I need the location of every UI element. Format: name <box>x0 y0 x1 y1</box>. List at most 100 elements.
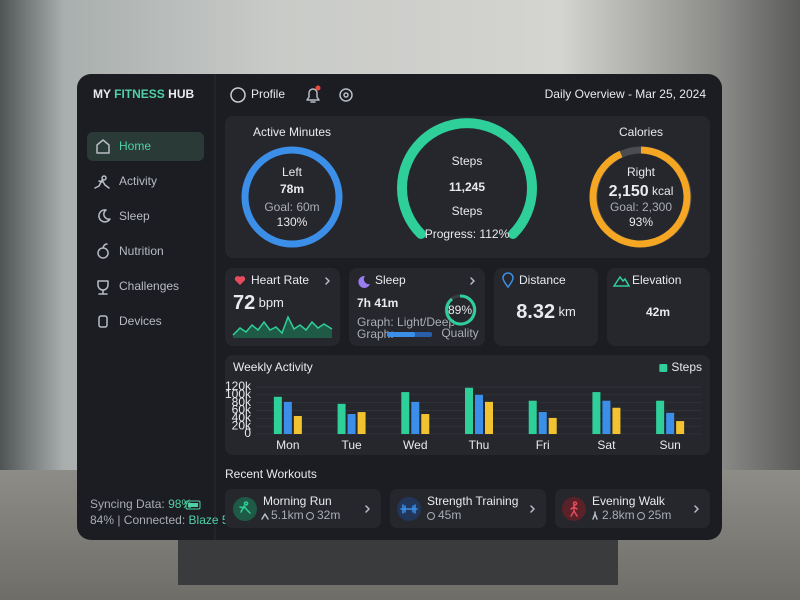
sync-label: Syncing Data: <box>90 497 165 511</box>
brand-suffix: HUB <box>168 87 194 101</box>
bar <box>475 394 483 434</box>
profile-icon[interactable] <box>230 87 246 103</box>
chevron <box>470 277 475 285</box>
brand-prefix: MY <box>93 87 111 101</box>
ring-percent: 130% <box>277 215 308 229</box>
quality-value: 89% <box>448 303 472 317</box>
notification-dot <box>315 85 321 91</box>
workout-icon-bg <box>233 497 257 521</box>
sleep-graph-bar-label: Graph: <box>357 327 394 341</box>
ring-goal: Goal: 60m <box>264 200 319 214</box>
steps-gauge <box>397 118 537 239</box>
metric-value: 42m <box>646 305 670 319</box>
battery-icon <box>185 500 201 510</box>
workout-detail: 45m <box>438 508 461 522</box>
gauge-label: Steps <box>452 154 483 168</box>
workout-card[interactable] <box>225 489 381 528</box>
bar <box>347 414 356 434</box>
notifications-icon[interactable] <box>306 88 320 103</box>
workout-name: Strength Training <box>427 494 518 508</box>
challenges-icon <box>97 280 109 295</box>
walk-icon <box>570 501 578 517</box>
chevron <box>365 505 370 513</box>
bar <box>411 401 420 434</box>
workout-card[interactable] <box>390 489 546 528</box>
gauge-progress: Progress: 112% <box>425 227 510 241</box>
nav-item[interactable]: Devices <box>119 314 162 328</box>
calories-unit: kcal <box>652 184 673 198</box>
quality-ring <box>445 294 477 326</box>
ring-value: 78m <box>280 182 304 196</box>
settings-icon-center <box>343 92 349 98</box>
ring-percent: 93% <box>629 215 653 229</box>
gauge-value: 11,245 <box>449 180 485 194</box>
distance-card[interactable] <box>494 268 598 346</box>
ring-status: Left <box>282 165 303 179</box>
bar <box>592 392 601 434</box>
sleep-graph-label: Graph: Light/Deep <box>357 315 455 329</box>
bar <box>421 414 430 434</box>
metric-title: Elevation <box>632 273 681 287</box>
bar <box>465 387 473 434</box>
mountain-icon <box>612 275 631 287</box>
elevation-card[interactable] <box>607 268 710 346</box>
workout-detail: 25m <box>648 508 671 522</box>
pin-icon <box>502 272 514 289</box>
x-tick-label: Mon <box>276 438 299 452</box>
distance-unit: km <box>558 304 575 319</box>
quality-label: Quality <box>441 326 478 340</box>
bar <box>656 400 665 434</box>
section-title: Recent Workouts <box>225 467 317 481</box>
calories-value: 2,150 <box>609 183 649 200</box>
y-tick-label: 100k <box>225 387 252 401</box>
bar <box>612 407 621 434</box>
x-tick-label: Fri <box>536 438 550 452</box>
overview-card <box>225 116 710 258</box>
dumbbell-icon <box>400 504 418 514</box>
ring-status: Right <box>627 165 656 179</box>
bar <box>337 403 346 434</box>
x-tick-label: Thu <box>469 438 490 452</box>
activity-icon <box>94 175 110 189</box>
gauge-unit: Steps <box>452 204 483 218</box>
brand-highlight: FITNESS <box>114 87 165 101</box>
nav-item[interactable]: Home <box>119 139 151 153</box>
settings-icon[interactable] <box>339 88 353 102</box>
sleep-icon <box>98 209 111 223</box>
x-tick-label: Sun <box>659 438 680 452</box>
profile-link[interactable]: Profile <box>251 87 285 101</box>
bar <box>293 415 302 434</box>
active-minutes-ring <box>241 146 343 248</box>
bar <box>538 412 547 434</box>
ring-value: 2,150 kcal <box>609 183 674 200</box>
metric-value: 7h 41m <box>357 296 398 310</box>
bar <box>666 412 675 434</box>
nav-item[interactable]: Sleep <box>119 209 150 223</box>
bar <box>283 401 292 434</box>
x-tick-label: Tue <box>341 438 362 452</box>
route-icon <box>261 513 269 520</box>
workout-name: Morning Run <box>263 494 332 508</box>
bar <box>485 401 493 434</box>
sleep-card[interactable] <box>349 268 485 346</box>
card-title: Calories <box>619 125 663 139</box>
sleep-bar-light <box>387 332 415 337</box>
devices-icon <box>98 315 108 328</box>
nav-item[interactable]: Nutrition <box>119 244 164 258</box>
nav-item[interactable]: Challenges <box>119 279 179 293</box>
bar <box>357 412 366 434</box>
nav-item[interactable]: Activity <box>119 174 157 188</box>
nav-highlight <box>87 132 204 161</box>
y-tick-label: 60k <box>232 403 252 417</box>
metric-title: Distance <box>519 273 566 287</box>
bar <box>401 392 410 434</box>
x-tick-label: Sat <box>597 438 616 452</box>
bar <box>676 421 685 434</box>
metric-title: Sleep <box>375 273 406 287</box>
page-title: Daily Overview - Mar 25, 2024 <box>545 87 707 101</box>
bar <box>528 400 537 434</box>
y-tick-label: 40k <box>232 411 252 425</box>
clock-icon <box>427 512 435 520</box>
